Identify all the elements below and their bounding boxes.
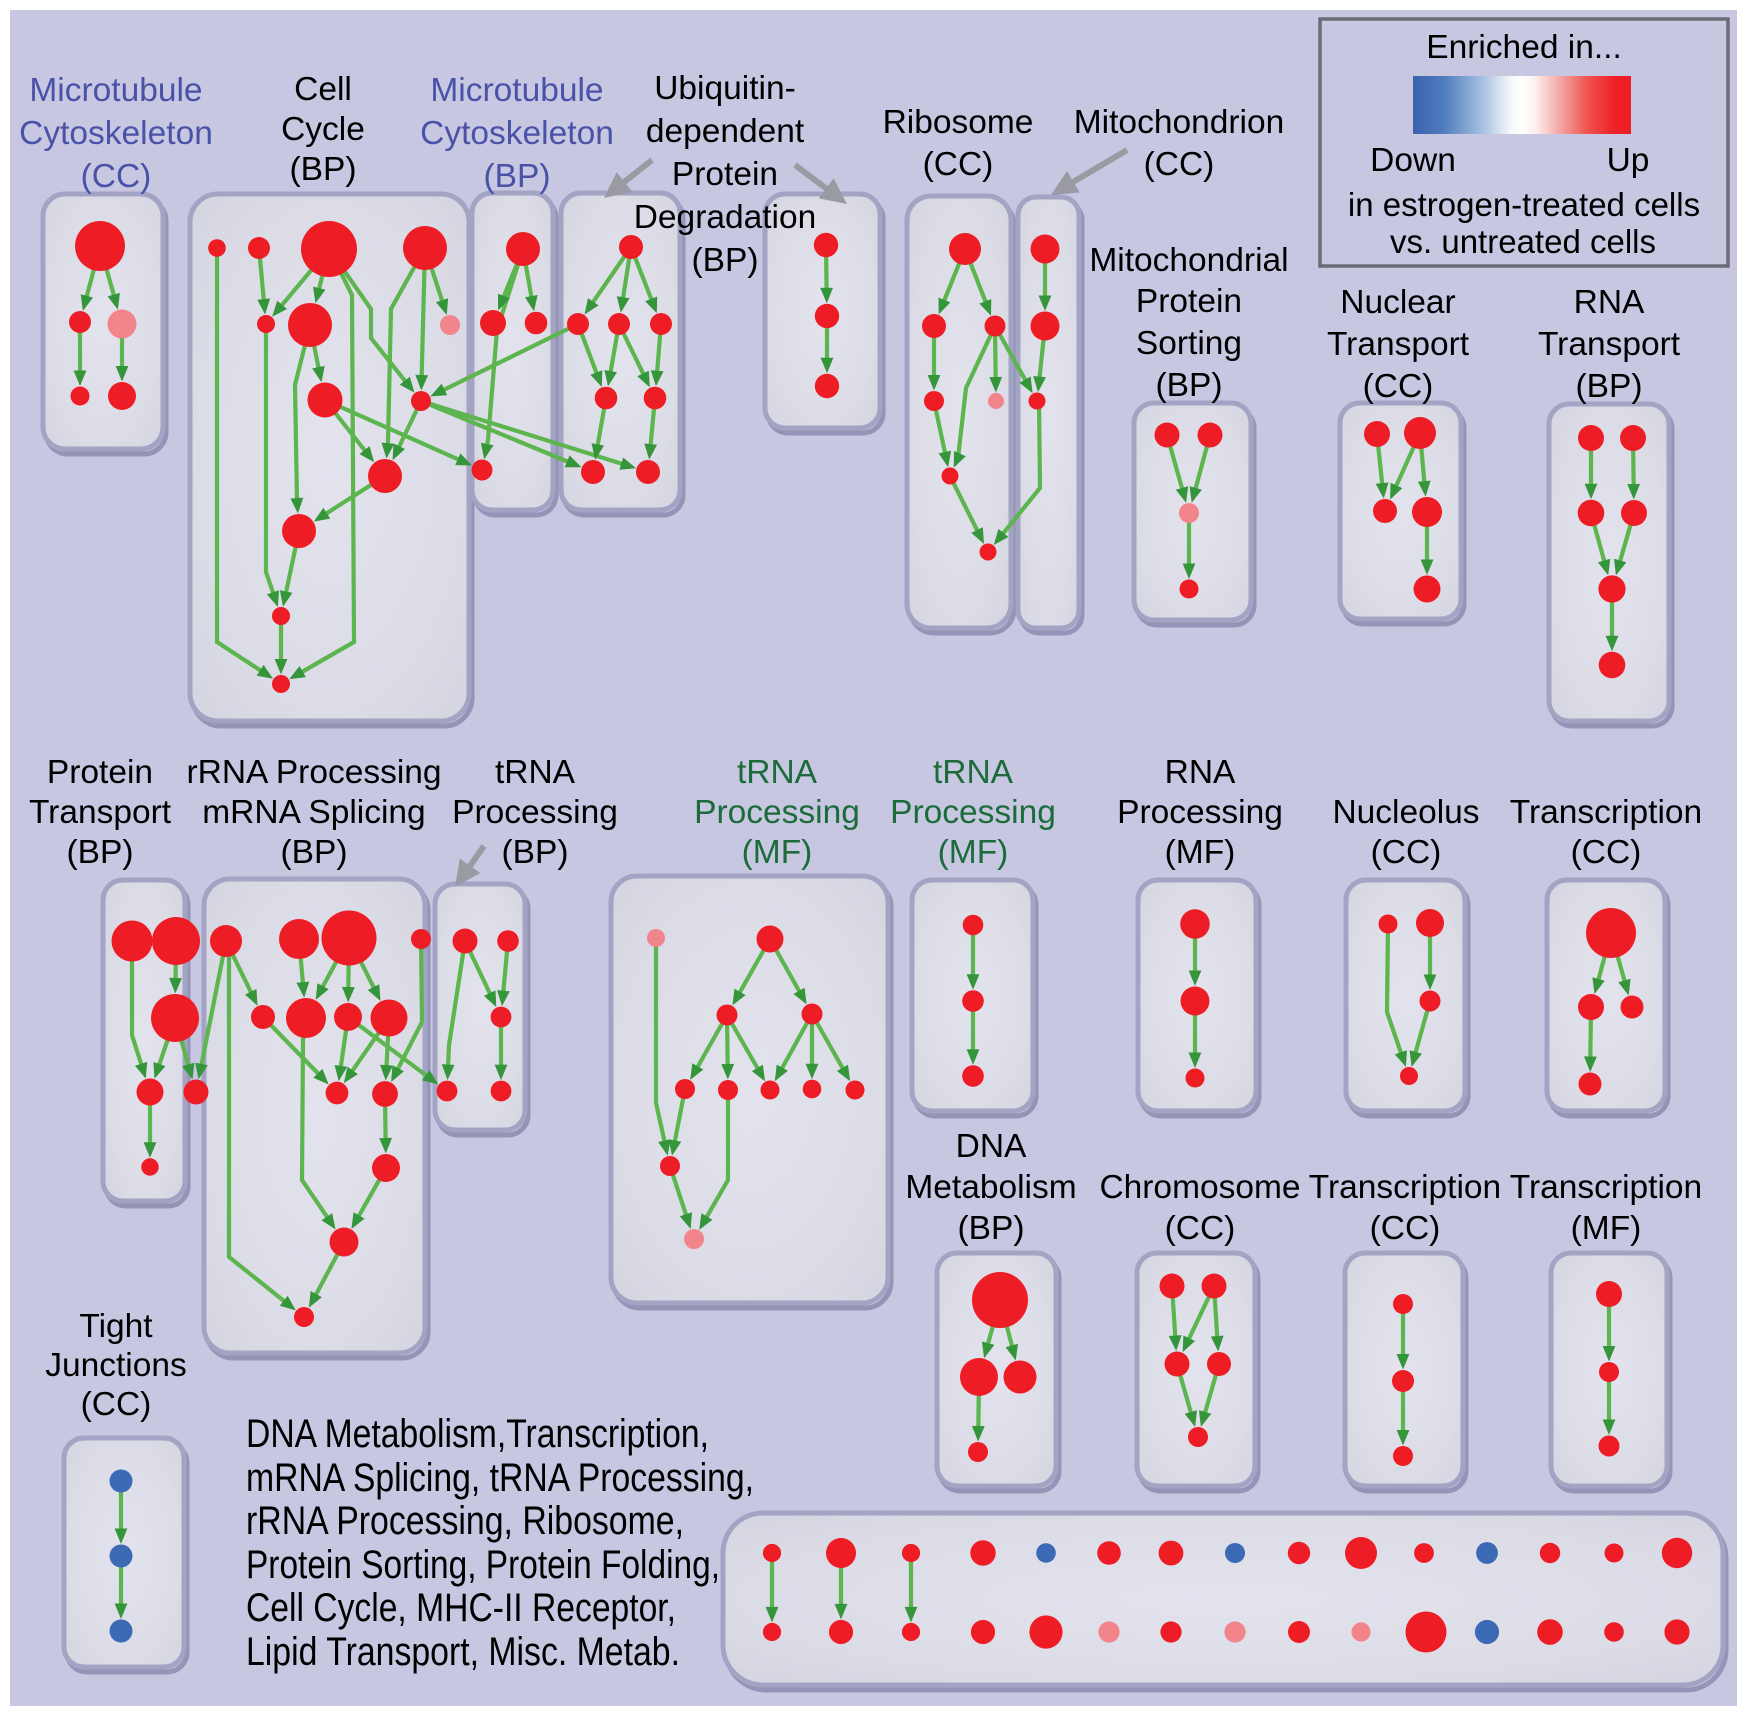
svg-text:Tight: Tight [79, 1308, 153, 1345]
svg-text:Protein: Protein [672, 156, 778, 193]
svg-text:Transcription: Transcription [1510, 794, 1702, 831]
svg-text:(BP): (BP) [1156, 367, 1223, 404]
svg-text:Chromosome: Chromosome [1099, 1169, 1300, 1206]
svg-text:(CC): (CC) [81, 1386, 152, 1423]
svg-text:Processing: Processing [890, 794, 1056, 831]
svg-text:Protein: Protein [47, 754, 153, 791]
svg-text:RNA: RNA [1574, 284, 1645, 321]
svg-text:Protein: Protein [1136, 283, 1242, 320]
svg-text:dependent: dependent [646, 113, 805, 150]
svg-text:(CC): (CC) [1165, 1210, 1236, 1247]
svg-text:Cell Cycle, MHC-II Receptor,: Cell Cycle, MHC-II Receptor, [246, 1586, 676, 1630]
svg-text:(BP): (BP) [67, 834, 134, 871]
svg-text:DNA Metabolism,Transcription,: DNA Metabolism,Transcription, [246, 1412, 709, 1456]
svg-text:(BP): (BP) [484, 158, 551, 195]
svg-text:Mitochondrion: Mitochondrion [1074, 104, 1284, 141]
svg-text:(MF): (MF) [938, 834, 1009, 871]
svg-text:Mitochondrial: Mitochondrial [1089, 242, 1288, 279]
svg-text:Transport: Transport [29, 794, 172, 831]
svg-text:(CC): (CC) [1371, 834, 1442, 871]
svg-text:(BP): (BP) [281, 834, 348, 871]
svg-text:(CC): (CC) [923, 146, 994, 183]
svg-text:Processing: Processing [694, 794, 860, 831]
svg-text:Lipid Transport, Misc. Metab.: Lipid Transport, Misc. Metab. [246, 1630, 680, 1674]
svg-text:DNA: DNA [956, 1128, 1027, 1165]
svg-text:Microtubule: Microtubule [29, 72, 202, 109]
svg-text:Ubiquitin-: Ubiquitin- [654, 70, 796, 107]
svg-text:Metabolism: Metabolism [905, 1169, 1076, 1206]
svg-text:Degradation: Degradation [634, 199, 817, 236]
svg-text:tRNA: tRNA [495, 754, 576, 791]
svg-text:Junctions: Junctions [45, 1347, 187, 1384]
svg-text:tRNA: tRNA [737, 754, 818, 791]
svg-text:Down: Down [1370, 142, 1456, 179]
svg-text:Up: Up [1607, 142, 1650, 179]
svg-text:rRNA Processing, Ribosome,: rRNA Processing, Ribosome, [246, 1499, 684, 1543]
svg-text:(MF): (MF) [1571, 1210, 1642, 1247]
svg-text:(BP): (BP) [290, 151, 357, 188]
svg-text:Cytoskeleton: Cytoskeleton [19, 115, 213, 152]
svg-text:(BP): (BP) [1576, 368, 1643, 405]
svg-text:(CC): (CC) [81, 158, 152, 195]
svg-text:vs. untreated cells: vs. untreated cells [1390, 223, 1656, 260]
svg-text:(BP): (BP) [692, 242, 759, 279]
svg-text:Protein Sorting, Protein Foldi: Protein Sorting, Protein Folding, [246, 1543, 720, 1587]
svg-text:mRNA Splicing: mRNA Splicing [202, 794, 425, 831]
svg-text:(CC): (CC) [1370, 1210, 1441, 1247]
svg-text:Cytoskeleton: Cytoskeleton [420, 115, 614, 152]
svg-text:Transport: Transport [1538, 326, 1681, 363]
svg-text:Cycle: Cycle [281, 111, 365, 148]
svg-text:(MF): (MF) [742, 834, 813, 871]
svg-text:Nucleolus: Nucleolus [1332, 794, 1479, 831]
svg-text:in estrogen-treated cells: in estrogen-treated cells [1348, 186, 1700, 223]
svg-text:Microtubule: Microtubule [430, 72, 603, 109]
svg-text:Nuclear: Nuclear [1340, 284, 1455, 321]
svg-text:RNA: RNA [1165, 754, 1236, 791]
svg-text:(CC): (CC) [1571, 834, 1642, 871]
svg-text:Transport: Transport [1327, 326, 1470, 363]
svg-text:(CC): (CC) [1363, 368, 1434, 405]
svg-text:Processing: Processing [1117, 794, 1283, 831]
svg-text:Transcription: Transcription [1510, 1169, 1702, 1206]
svg-text:Cell: Cell [294, 71, 352, 108]
svg-text:Enriched in...: Enriched in... [1426, 29, 1622, 66]
svg-text:(BP): (BP) [958, 1210, 1025, 1247]
svg-text:Sorting: Sorting [1136, 325, 1242, 362]
svg-text:Ribosome: Ribosome [883, 104, 1034, 141]
svg-text:(MF): (MF) [1165, 834, 1236, 871]
svg-text:Processing: Processing [452, 794, 618, 831]
svg-text:tRNA: tRNA [933, 754, 1014, 791]
svg-text:(BP): (BP) [502, 834, 569, 871]
svg-text:mRNA Splicing, tRNA Processing: mRNA Splicing, tRNA Processing, [246, 1456, 754, 1500]
svg-text:Transcription: Transcription [1309, 1169, 1501, 1206]
svg-text:(CC): (CC) [1144, 146, 1215, 183]
svg-text:rRNA Processing: rRNA Processing [186, 754, 441, 791]
